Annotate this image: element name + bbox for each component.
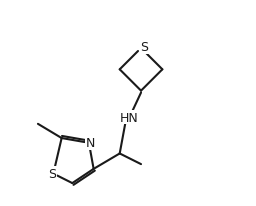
Text: HN: HN bbox=[120, 111, 138, 124]
Text: S: S bbox=[141, 41, 148, 54]
Text: S: S bbox=[48, 167, 56, 180]
Text: N: N bbox=[86, 137, 95, 150]
